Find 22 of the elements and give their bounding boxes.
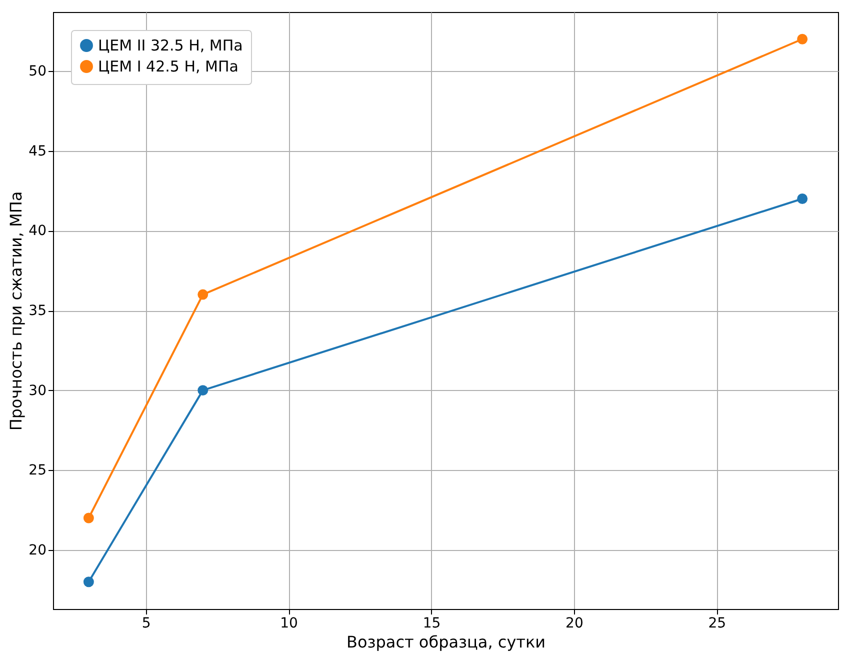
y-tick-label: 45	[28, 143, 46, 160]
y-axis-title: Прочность при сжатии, МПа	[6, 191, 26, 431]
x-tick-label: 20	[566, 616, 584, 632]
x-tick-label: 25	[708, 616, 726, 632]
point	[83, 576, 94, 588]
legend-label: ЦЕМ II 32.5 Н, МПа	[98, 36, 243, 54]
y-tick-label: 20	[28, 542, 46, 558]
x-tick-label: 5	[142, 616, 151, 632]
point	[83, 512, 94, 524]
y-tick-label: 40	[28, 223, 46, 240]
point	[797, 34, 808, 44]
y-tick-label: 30	[28, 382, 46, 399]
legend-label: ЦЕМ I 42.5 Н, МПа	[98, 58, 238, 76]
point	[797, 194, 808, 204]
y-tick-label: 50	[28, 64, 46, 80]
point	[198, 289, 208, 300]
x-tick-label: 15	[422, 616, 441, 632]
x-tick-label: 10	[280, 616, 298, 632]
y-tick-label: 35	[28, 303, 46, 319]
x-axis-title: Возраст образца, сутки	[346, 632, 546, 652]
point	[198, 385, 208, 396]
y-tick-label: 25	[28, 462, 46, 479]
